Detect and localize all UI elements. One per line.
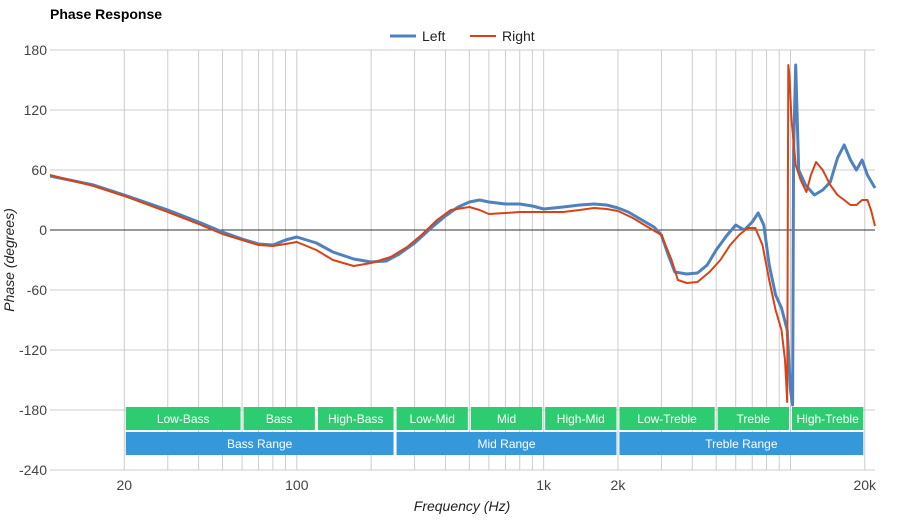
x-tick-label: 100	[285, 477, 309, 493]
band-bass	[243, 407, 315, 430]
y-tick-label: -180	[19, 402, 47, 418]
band-high-bass	[317, 407, 394, 430]
band-low-treble	[619, 407, 715, 430]
band-low-bass	[125, 407, 241, 430]
y-axis-ticks: 180 120 60 0 -60 -120 -180 -240	[19, 42, 47, 478]
band-mid-range	[396, 432, 617, 455]
grid	[50, 49, 875, 471]
band-high-treble	[791, 407, 864, 430]
x-tick-label: 20	[117, 477, 133, 493]
band-label-low-bass: Low-Bass	[157, 412, 210, 426]
band-label-high-treble: High-Treble	[797, 412, 860, 426]
y-tick-label: 120	[24, 102, 48, 118]
y-tick-label: 180	[24, 42, 48, 58]
series-line-left	[49, 63, 877, 407]
legend: Left Right	[390, 28, 535, 44]
x-tick-label: 2k	[611, 477, 627, 493]
band-bass-range	[125, 432, 394, 455]
band-mid	[470, 407, 543, 430]
x-tick-label: 1k	[536, 477, 552, 493]
band-label-high-mid: High-Mid	[557, 412, 605, 426]
y-tick-label: 60	[31, 162, 47, 178]
band-label-mid: Mid	[497, 412, 516, 426]
y-tick-label: -120	[19, 342, 47, 358]
band-label-low-treble: Low-Treble	[637, 412, 697, 426]
band-label-treble: Treble	[737, 412, 771, 426]
x-axis-label: Frequency (Hz)	[414, 498, 510, 514]
series-lines	[49, 63, 877, 407]
y-tick-label: 0	[39, 222, 47, 238]
y-tick-label: -60	[27, 282, 47, 298]
band-label-bass-range: Bass Range	[227, 437, 293, 451]
band-treble	[717, 407, 789, 430]
frequency-bands: Low-Bass Bass High-Bass Low-Mid Mid High-Mid L…	[125, 407, 864, 455]
band-treble-range	[619, 432, 864, 455]
band-label-low-mid: Low-Mid	[410, 412, 455, 426]
x-tick-label: 20k	[853, 477, 877, 493]
band-label-treble-range: Treble Range	[705, 437, 778, 451]
band-high-mid	[545, 407, 617, 430]
y-axis-label: Phase (degrees)	[1, 208, 17, 312]
x-axis-ticks: 20 100 1k 2k 20k	[117, 477, 878, 493]
band-low-mid	[396, 407, 468, 430]
band-label-high-bass: High-Bass	[328, 412, 383, 426]
legend-label-right: Right	[502, 28, 535, 44]
legend-label-left: Left	[422, 28, 445, 44]
chart-title: Phase Response	[50, 6, 162, 22]
band-label-mid-range: Mid Range	[477, 437, 535, 451]
series-line-right	[49, 64, 876, 403]
band-label-bass: Bass	[266, 412, 293, 426]
y-tick-label: -240	[19, 462, 47, 478]
